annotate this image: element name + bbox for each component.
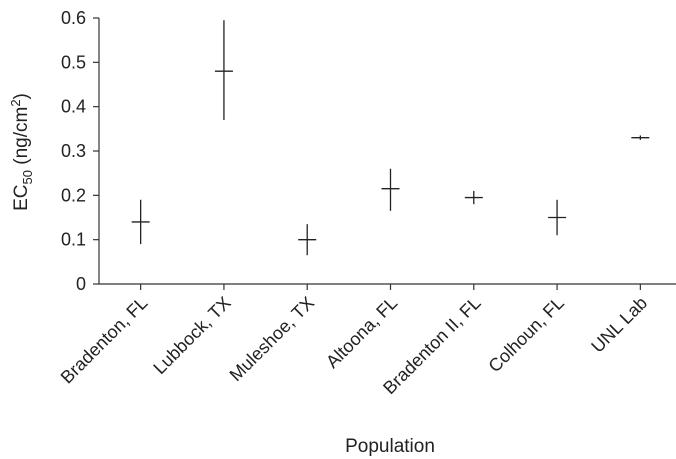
data-marks — [131, 20, 650, 256]
y-axis: 0 0.1 0.2 0.3 0.4 0.5 0.6 — [61, 8, 100, 294]
y-axis-title-unit: (ng/cm — [11, 107, 32, 170]
data-point — [131, 199, 150, 245]
y-tick-label: 0.3 — [61, 141, 86, 161]
y-tick-label: 0.2 — [61, 185, 86, 205]
y-tick-label: 0.4 — [61, 97, 86, 117]
y-tick-label: 0.1 — [61, 230, 86, 250]
x-tick-label: Lubbock, TX — [149, 293, 234, 378]
data-point — [298, 224, 317, 256]
y-axis-title-superscript: 2 — [8, 99, 23, 106]
data-point — [548, 199, 567, 236]
y-axis-title-prefix: EC — [11, 184, 32, 210]
x-tick-label: Colhoun, FL — [484, 293, 567, 376]
data-point — [631, 135, 650, 140]
x-tick-label: UNL Lab — [587, 293, 651, 357]
y-axis-title-subscript: 50 — [20, 170, 35, 184]
y-tick-label: 0.5 — [61, 52, 86, 72]
x-axis-title: Population — [345, 436, 435, 457]
data-point — [464, 190, 483, 205]
x-tick-label: Muleshoe, TX — [226, 293, 318, 385]
x-tick-label: Bradenton, FL — [57, 293, 152, 388]
x-tick-label: Altoona, FL — [322, 293, 401, 372]
y-tick-label: 0 — [76, 274, 86, 294]
y-axis-title: EC50 (ng/cm2) — [8, 93, 35, 211]
data-point — [381, 168, 400, 211]
y-tick-label: 0.6 — [61, 8, 86, 28]
y-axis-title-unit-close: ) — [11, 93, 32, 99]
data-point — [214, 20, 233, 120]
